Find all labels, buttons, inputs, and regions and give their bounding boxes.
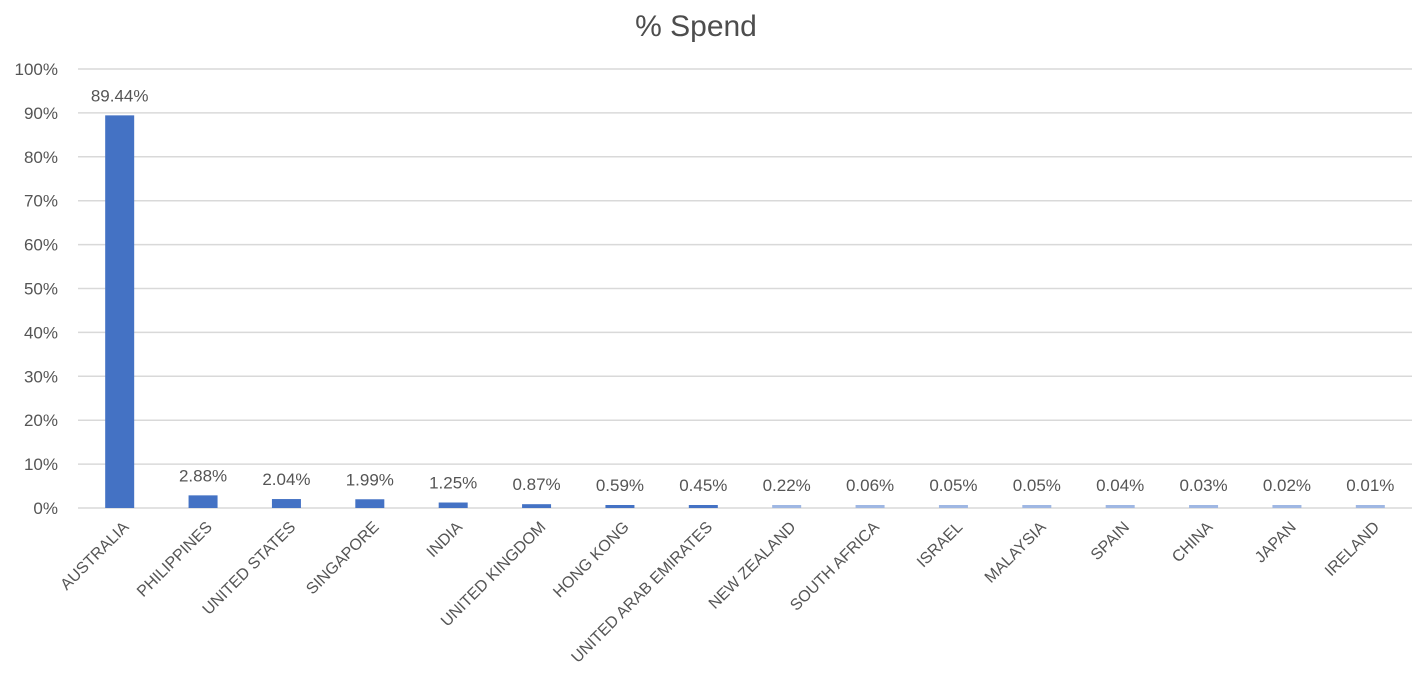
y-tick-label: 90%: [24, 104, 58, 123]
data-labels: 89.44% 2.88% 2.04% 1.99% 1.25% 0.87% 0.59% 0.45…: [91, 86, 1395, 495]
bar: [688, 505, 718, 508]
y-tick-label: 40%: [24, 323, 58, 342]
y-tick-label: 50%: [24, 280, 58, 299]
data-label: 0.01%: [1346, 476, 1394, 495]
y-tick-label: 100%: [15, 60, 58, 79]
x-tick-label: CHINA: [1169, 519, 1216, 566]
y-axis-ticks: 0% 10% 20% 30% 40% 50% 60% 70% 80% 90% 100%: [15, 60, 58, 518]
bar: [1272, 505, 1302, 508]
x-tick-label: SOUTH AFRICA: [787, 519, 883, 615]
x-tick-label: SINGAPORE: [303, 519, 382, 598]
x-tick-label: SPAIN: [1088, 519, 1133, 564]
bar: [1189, 505, 1219, 508]
data-label: 0.05%: [1013, 476, 1061, 495]
y-tick-label: 60%: [24, 236, 58, 255]
data-label: 0.03%: [1179, 476, 1227, 495]
data-label: 0.02%: [1263, 476, 1311, 495]
bars: [105, 115, 1385, 508]
x-tick-label: INDIA: [424, 519, 466, 561]
data-label: 0.87%: [512, 475, 560, 494]
y-tick-label: 10%: [24, 455, 58, 474]
y-tick-label: 80%: [24, 148, 58, 167]
data-label: 1.99%: [346, 470, 394, 489]
y-tick-label: 30%: [24, 367, 58, 386]
data-label: 0.06%: [846, 476, 894, 495]
bar: [355, 499, 385, 508]
data-label: 2.04%: [262, 470, 310, 489]
data-label: 2.88%: [179, 466, 227, 485]
x-tick-label: HONG KONG: [550, 519, 632, 601]
data-label: 1.25%: [429, 474, 477, 493]
x-tick-label: ISRAEL: [914, 519, 966, 571]
x-tick-label: AUSTRALIA: [58, 519, 133, 594]
y-tick-label: 70%: [24, 192, 58, 211]
x-tick-label: MALAYSIA: [982, 519, 1050, 587]
y-tick-label: 20%: [24, 411, 58, 430]
bar: [438, 502, 468, 508]
data-label: 0.45%: [679, 476, 727, 495]
chart-title: % Spend: [635, 10, 757, 43]
x-tick-label: UNITED ARAB EMIRATES: [569, 519, 717, 667]
bar: [1022, 505, 1052, 508]
bar: [522, 504, 552, 508]
data-label: 0.04%: [1096, 476, 1144, 495]
bar: [772, 505, 802, 508]
bar: [1355, 505, 1385, 508]
bar: [188, 495, 218, 508]
x-tick-label: IRELAND: [1322, 519, 1383, 580]
data-label: 0.05%: [929, 476, 977, 495]
y-tick-label: 0%: [33, 499, 58, 518]
x-tick-label: NEW ZEALAND: [706, 519, 800, 613]
bar: [271, 499, 301, 508]
bar: [938, 505, 968, 508]
bar: [605, 505, 635, 508]
data-label: 0.59%: [596, 476, 644, 495]
data-label: 89.44%: [91, 86, 149, 105]
x-tick-label: UNITED STATES: [200, 519, 300, 619]
x-tick-label: PHILIPPINES: [134, 519, 216, 601]
x-tick-label: JAPAN: [1252, 519, 1300, 567]
bar: [105, 115, 135, 508]
bar: [1105, 505, 1135, 508]
data-label: 0.22%: [763, 476, 811, 495]
grid-lines: [78, 68, 1412, 509]
bar: [855, 505, 885, 508]
